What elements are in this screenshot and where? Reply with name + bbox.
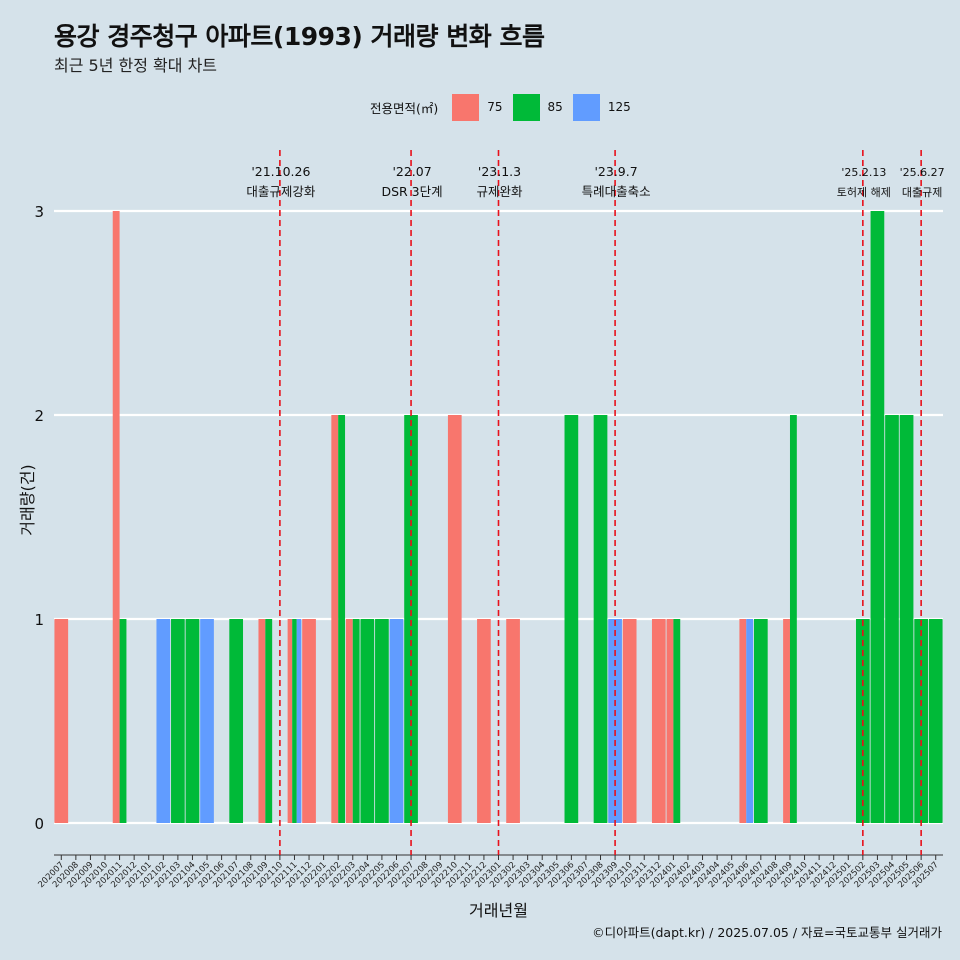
event-label-202309: 특례대출축소 bbox=[582, 184, 651, 199]
bar-202401-75 bbox=[666, 619, 674, 823]
legend-swatch-75 bbox=[452, 93, 480, 121]
event-date-202506: '25.6.27 bbox=[900, 166, 945, 179]
legend-title: 전용면적(㎡) bbox=[370, 100, 439, 116]
bar-202302-75 bbox=[506, 619, 520, 823]
bar-202504-85 bbox=[885, 415, 899, 823]
legend-item-75: 75 bbox=[452, 93, 503, 121]
y-axis-title: 거래량(건) bbox=[18, 464, 37, 535]
bar-202202-75 bbox=[331, 415, 339, 823]
legend-item-125: 125 bbox=[572, 93, 631, 121]
y-tick-label-3: 3 bbox=[34, 203, 44, 221]
y-tick-label-0: 0 bbox=[34, 815, 44, 833]
chart-subtitle: 최근 5년 한정 확대 차트 bbox=[54, 56, 218, 75]
bar-202212-75 bbox=[477, 619, 491, 823]
bar-202406-75 bbox=[739, 619, 747, 823]
bar-202111-75 bbox=[287, 619, 293, 823]
x-axis-title: 거래년월 bbox=[469, 901, 528, 920]
event-label-202110: 대출규제강화 bbox=[246, 184, 316, 199]
bar-202103-85 bbox=[171, 619, 185, 823]
bar-202207-85 bbox=[404, 415, 418, 823]
bar-202406-125 bbox=[746, 619, 754, 823]
bar-202407-85 bbox=[753, 619, 768, 823]
bar-202210-75 bbox=[447, 415, 462, 823]
bar-202401-85 bbox=[673, 619, 681, 823]
y-tick-label-2: 2 bbox=[34, 407, 44, 425]
legend-swatch-85 bbox=[512, 93, 540, 121]
bar-202206-125 bbox=[389, 619, 404, 823]
source-credit: ©디아파트(dapt.kr) / 2025.07.05 / 자료=국토교통부 실… bbox=[592, 925, 942, 940]
bar-202109-85 bbox=[265, 619, 273, 823]
bar-202306-85 bbox=[564, 415, 579, 823]
bar-202204-85 bbox=[360, 619, 375, 823]
bar-202505-85 bbox=[899, 415, 914, 823]
bar-202102-125 bbox=[156, 619, 171, 823]
bar-202107-85 bbox=[229, 619, 244, 823]
event-label-202502: 토허제 해제 bbox=[837, 185, 891, 199]
legend-item-85: 85 bbox=[512, 93, 563, 121]
bar-202507-85 bbox=[928, 619, 943, 823]
event-label-202207: DSR 3단계 bbox=[381, 184, 442, 199]
bar-202310-75 bbox=[622, 619, 637, 823]
legend-label-85: 85 bbox=[547, 100, 563, 114]
bar-202308-85 bbox=[593, 415, 608, 823]
legend-label-75: 75 bbox=[487, 100, 503, 114]
chart-title: 용강 경주청구 아파트(1993) 거래량 변화 흐름 bbox=[54, 22, 545, 51]
event-date-202110: '21.10.26 bbox=[251, 164, 310, 179]
event-date-202309: '23.9.7 bbox=[594, 164, 637, 179]
legend-label-125: 125 bbox=[607, 100, 631, 114]
bar-202312-75 bbox=[651, 619, 666, 823]
bar-202503-85 bbox=[870, 211, 885, 823]
bar-202409-85 bbox=[789, 415, 797, 823]
bar-202409-75 bbox=[783, 619, 790, 823]
bar-202007-75 bbox=[54, 619, 69, 823]
event-date-202207: '22.07 bbox=[392, 164, 431, 179]
bar-202109-75 bbox=[258, 619, 266, 823]
y-tick-label-1: 1 bbox=[34, 611, 44, 629]
event-label-202506: 대출규제 bbox=[902, 186, 942, 199]
bar-202112-75 bbox=[302, 619, 316, 823]
legend: 전용면적(㎡) 75 85 125 bbox=[370, 92, 641, 122]
bar-202203-75 bbox=[345, 619, 353, 823]
bar-202205-85 bbox=[375, 619, 389, 823]
bar-202105-125 bbox=[200, 619, 214, 823]
event-date-202301: '23.1.3 bbox=[478, 164, 521, 179]
legend-swatch-125 bbox=[572, 93, 600, 121]
event-label-202301: 규제완화 bbox=[476, 184, 523, 199]
bar-202203-85 bbox=[352, 619, 360, 823]
bar-202202-85 bbox=[338, 415, 346, 823]
bar-202111-125 bbox=[296, 619, 302, 823]
bar-202011-85 bbox=[119, 619, 127, 823]
bar-202104-85 bbox=[185, 619, 200, 823]
event-date-202502: '25.2.13 bbox=[841, 166, 886, 179]
bar-202111-85 bbox=[292, 619, 297, 823]
bar-202011-75 bbox=[112, 211, 120, 823]
